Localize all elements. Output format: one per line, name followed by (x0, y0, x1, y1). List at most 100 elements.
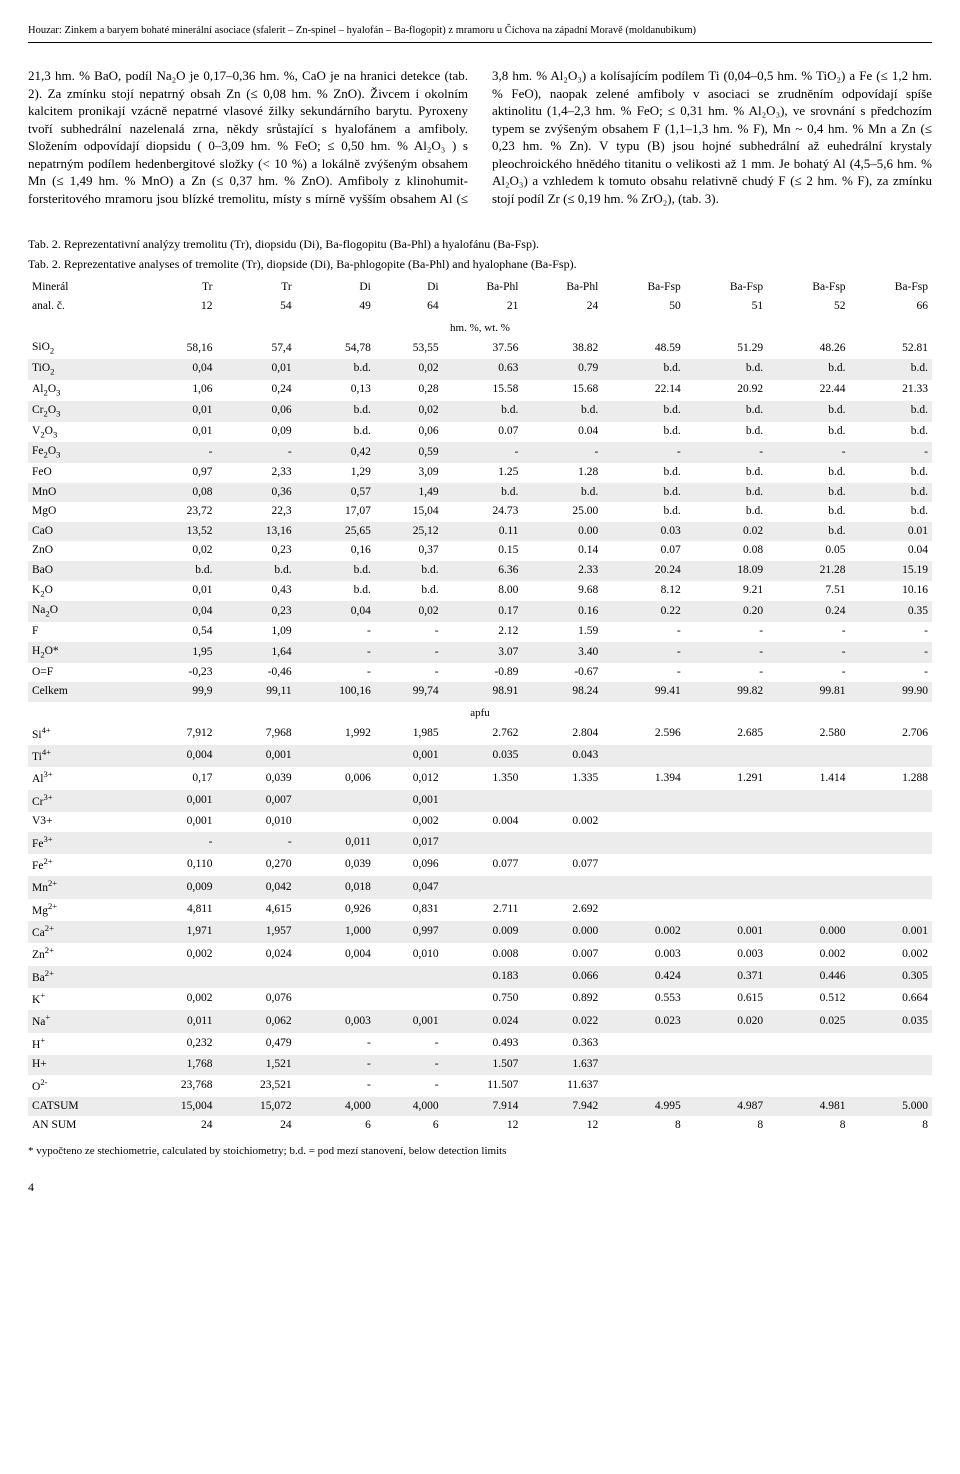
row-label: Cr2O3 (28, 401, 137, 422)
data-cell: - (296, 663, 375, 683)
data-cell: - (375, 1055, 443, 1075)
data-cell: - (216, 832, 295, 854)
col-header: 12 (137, 297, 216, 317)
data-cell: 0,039 (216, 767, 295, 789)
col-header: 64 (375, 297, 443, 317)
data-cell: b.d. (602, 359, 684, 380)
data-cell: 0,017 (375, 832, 443, 854)
data-cell (850, 1055, 932, 1075)
data-cell: 53,55 (375, 338, 443, 359)
data-cell: - (137, 442, 216, 463)
data-cell: - (375, 642, 443, 663)
data-cell: 0,004 (137, 745, 216, 767)
data-cell: 100,16 (296, 682, 375, 702)
data-cell: 0.22 (602, 601, 684, 622)
row-label: Ca2+ (28, 921, 137, 943)
data-cell: 13,16 (216, 522, 295, 542)
col-header: 52 (767, 297, 849, 317)
data-cell: 99.41 (602, 682, 684, 702)
body-text: 21,3 hm. % BaO, podíl Na₂O je 0,17–0,36 … (28, 67, 932, 207)
data-cell: 4,811 (137, 899, 216, 921)
data-cell: 0.077 (522, 854, 602, 876)
row-label: CaO (28, 522, 137, 542)
row-label: ZnO (28, 541, 137, 561)
data-cell (767, 812, 849, 832)
data-cell: 0,001 (375, 790, 443, 812)
table-body: hm. %, wt. %SiO258,1657,454,7853,5537.56… (28, 317, 932, 1136)
data-cell: 15,04 (375, 502, 443, 522)
data-cell: b.d. (850, 463, 932, 483)
data-cell: 15,004 (137, 1097, 216, 1117)
data-cell: 0,37 (375, 541, 443, 561)
data-cell (850, 899, 932, 921)
data-cell (767, 1055, 849, 1075)
data-cell: 0,011 (296, 832, 375, 854)
data-cell: 0,17 (137, 767, 216, 789)
data-cell: -0,46 (216, 663, 295, 683)
data-cell: 21.33 (850, 380, 932, 401)
data-cell: b.d. (443, 401, 523, 422)
data-cell: - (850, 622, 932, 642)
data-cell: - (216, 442, 295, 463)
data-cell: 0,02 (137, 541, 216, 561)
row-label: AN SUM (28, 1116, 137, 1136)
data-cell: -0.67 (522, 663, 602, 683)
data-cell: 0.003 (602, 943, 684, 965)
data-cell: 1.507 (443, 1055, 523, 1075)
data-cell: b.d. (685, 359, 767, 380)
data-cell: 0.17 (443, 601, 523, 622)
data-cell: b.d. (767, 359, 849, 380)
data-cell: 0,04 (137, 359, 216, 380)
data-cell: 7,968 (216, 723, 295, 745)
data-cell: 0.424 (602, 966, 684, 988)
data-cell: 0,28 (375, 380, 443, 401)
data-cell: 0.01 (850, 522, 932, 542)
data-cell: 3.40 (522, 642, 602, 663)
data-cell: 0.00 (522, 522, 602, 542)
data-cell: 0.002 (767, 943, 849, 965)
data-cell: 23,768 (137, 1075, 216, 1097)
col-header: 21 (443, 297, 523, 317)
data-cell: 0,926 (296, 899, 375, 921)
data-cell: b.d. (522, 401, 602, 422)
data-cell (685, 1055, 767, 1075)
data-cell: - (850, 663, 932, 683)
data-cell: 0,36 (216, 483, 295, 503)
col-header: 24 (522, 297, 602, 317)
data-cell: 4,000 (296, 1097, 375, 1117)
data-cell: 15.68 (522, 380, 602, 401)
table-caption-en: Tab. 2. Reprezentative analyses of tremo… (28, 256, 932, 272)
data-cell: 3,09 (375, 463, 443, 483)
data-cell: 0.04 (850, 541, 932, 561)
data-cell: 0,039 (296, 854, 375, 876)
data-cell (850, 832, 932, 854)
data-cell: b.d. (850, 483, 932, 503)
data-cell: 15.58 (443, 380, 523, 401)
data-cell: 0.035 (850, 1010, 932, 1032)
data-cell: 0,02 (375, 601, 443, 622)
data-cell: 2.706 (850, 723, 932, 745)
data-cell: 9.21 (685, 581, 767, 602)
data-cell: 12 (443, 1116, 523, 1136)
data-cell: - (685, 642, 767, 663)
data-cell: - (522, 442, 602, 463)
row-label: MnO (28, 483, 137, 503)
data-cell: b.d. (685, 502, 767, 522)
data-cell: 1,521 (216, 1055, 295, 1075)
data-cell: 0.07 (602, 541, 684, 561)
data-cell: - (767, 622, 849, 642)
data-cell: b.d. (850, 422, 932, 443)
col-header: Ba-Fsp (685, 278, 767, 298)
data-cell: 2.804 (522, 723, 602, 745)
row-label: H+ (28, 1055, 137, 1075)
data-cell (602, 790, 684, 812)
data-cell: 0,270 (216, 854, 295, 876)
data-cell (850, 854, 932, 876)
data-cell (602, 1033, 684, 1055)
data-cell: 0.11 (443, 522, 523, 542)
data-cell: - (767, 663, 849, 683)
data-cell: 0.008 (443, 943, 523, 965)
row-label: Al2O3 (28, 380, 137, 401)
data-cell: 8.12 (602, 581, 684, 602)
data-cell: 0,002 (375, 812, 443, 832)
